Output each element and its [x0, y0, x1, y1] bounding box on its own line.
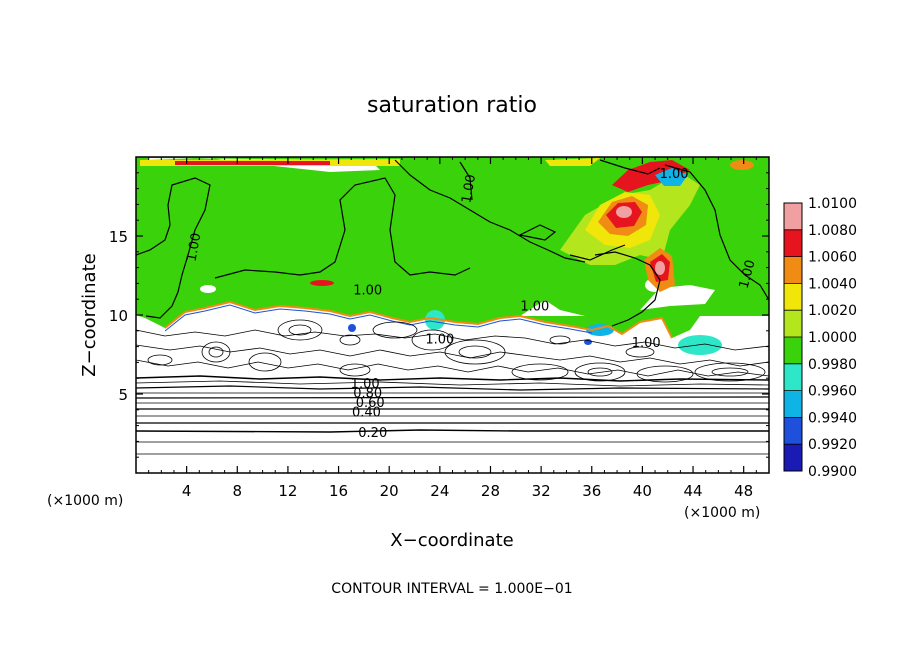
x-tick-label: 28 [481, 482, 500, 500]
contour-label-text: 1.00 [660, 167, 689, 182]
hotspot [730, 160, 754, 170]
colorbar-label: 0.9900 [808, 464, 857, 480]
contour-label: 1.00 [459, 173, 479, 204]
colorbar-swatch [784, 337, 802, 364]
contour-label-text: 1.00 [737, 258, 759, 290]
contour-1.00 [136, 159, 769, 327]
hotspot [655, 168, 688, 186]
contour-label: 1.00 [632, 336, 661, 351]
x-tick-label: 4 [182, 482, 192, 500]
hotspot [310, 280, 334, 286]
y-tick-label: 5 [118, 386, 128, 404]
contour-label: 1.00 [185, 232, 205, 263]
plot-field [136, 157, 769, 473]
hotspot [655, 261, 665, 275]
colorbar-label: 1.0000 [808, 330, 857, 346]
colorbar-swatch [784, 283, 802, 311]
subsaturated-spot [348, 324, 356, 332]
contour-labels: 1.001.001.00 1.001.001.001.00 1.001.000.80… [185, 167, 759, 441]
colorbar-swatch [784, 417, 802, 445]
contour-label-text: 1.00 [459, 173, 479, 204]
contour-mid-layer [136, 319, 769, 383]
colorbar-label: 1.0100 [808, 196, 857, 212]
colorbar-swatch [784, 390, 802, 418]
y-axis-label: Z−coordinate [79, 253, 100, 376]
colorbar-swatch [784, 256, 802, 284]
x-axis-label: X−coordinate [390, 530, 513, 551]
contour-label-text: 0.40 [352, 405, 381, 420]
x-tick-label: 8 [233, 482, 243, 500]
contour-label: 1.00 [425, 333, 454, 348]
colorbar-label: 1.0020 [808, 303, 857, 319]
contour-label-text: 1.00 [632, 336, 661, 351]
y-axis: 5 10 15 [109, 172, 769, 458]
x-axis: 4 8 12 16 20 24 28 32 36 40 44 48 [148, 157, 757, 500]
contour-label: 1.00 [737, 258, 759, 290]
x-unit-left: (×1000 m) [47, 493, 123, 509]
colorbar-label: 1.0080 [808, 223, 857, 239]
contour-label: 0.60 [356, 396, 385, 411]
boundary-edge [164, 300, 673, 339]
subsaturated-spot [425, 310, 445, 330]
contour-interval-note: CONTOUR INTERVAL = 1.000E−01 [331, 581, 572, 597]
colorbar-label: 0.9980 [808, 357, 857, 373]
contour-label-text: 0.80 [353, 386, 382, 401]
contour-label-text: 1.00 [425, 333, 454, 348]
white-patch [200, 285, 216, 293]
colorbar-swatch [784, 310, 802, 337]
x-tick-label: 20 [380, 482, 399, 500]
y-tick-label: 10 [109, 307, 128, 325]
contour-label: 1.00 [520, 300, 549, 315]
contour-label: 0.20 [358, 426, 387, 441]
colorbar: 0.9900 0.9920 0.9940 0.9960 0.9980 1.0000 1.00… [783, 196, 857, 480]
contour-label: 1.00 [353, 284, 382, 299]
colorbar-swatch [784, 444, 802, 471]
contour-label-text: 1.00 [185, 232, 205, 263]
colorbar-label: 1.0040 [808, 276, 857, 292]
colorbar-label: 0.9960 [808, 384, 857, 400]
contour-label: 0.40 [352, 405, 381, 420]
contour-label-text: 0.60 [356, 396, 385, 411]
x-tick-label: 24 [430, 482, 449, 500]
contour-label: 1.00 [351, 377, 380, 392]
contour-label-text: 1.00 [351, 377, 380, 392]
contour-label: 1.00 [660, 167, 689, 182]
contour-label-text: 0.20 [358, 426, 387, 441]
x-tick-label: 44 [683, 482, 702, 500]
contour-label-text: 1.00 [520, 300, 549, 315]
x-tick-label: 48 [734, 482, 753, 500]
hotspot [175, 161, 330, 165]
x-tick-label: 36 [582, 482, 601, 500]
x-unit-right: (×1000 m) [684, 505, 760, 521]
x-tick-label: 32 [532, 482, 551, 500]
x-tick-label: 40 [633, 482, 652, 500]
hotspot [616, 206, 632, 218]
colorbar-label: 0.9920 [808, 437, 857, 453]
x-tick-label: 16 [329, 482, 348, 500]
hotspot [612, 160, 690, 192]
colorbar-swatch [784, 363, 802, 391]
unsaturated-region [136, 315, 769, 473]
contour-label: 0.80 [353, 386, 382, 401]
colorbar-label: 0.9940 [808, 410, 857, 426]
contour-lower-layers [136, 375, 769, 455]
chart-title: saturation ratio [367, 93, 537, 118]
contour-label-text: 1.00 [353, 284, 382, 299]
x-tick-label: 12 [278, 482, 297, 500]
colorbar-label: 1.0060 [808, 250, 857, 266]
colorbar-swatch [784, 229, 802, 257]
hotspot [545, 158, 600, 166]
colorbar-swatch [784, 203, 802, 230]
white-patch [520, 300, 585, 316]
boundary-edge [164, 304, 593, 334]
y-tick-label: 15 [109, 228, 128, 246]
